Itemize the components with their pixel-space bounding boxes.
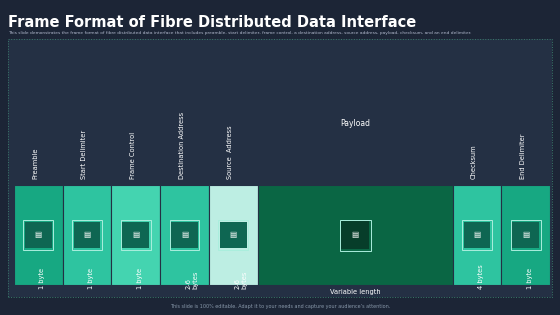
Text: This slide demonstrates the frame format of fibre distributed data interface tha: This slide demonstrates the frame format… <box>8 31 472 35</box>
Bar <box>339 220 371 250</box>
Bar <box>209 185 258 285</box>
Text: 1 byte: 1 byte <box>137 268 143 289</box>
Bar <box>258 185 452 285</box>
Bar <box>74 221 100 249</box>
Bar <box>8 39 552 297</box>
Bar <box>123 221 149 249</box>
Bar <box>452 185 501 285</box>
Bar <box>121 220 151 250</box>
Text: Preamble: Preamble <box>32 147 39 179</box>
Bar <box>24 220 53 250</box>
Text: Frame Format of Fibre Distributed Data Interface: Frame Format of Fibre Distributed Data I… <box>8 15 416 30</box>
Text: 1 byte: 1 byte <box>39 268 45 289</box>
Text: Checksum: Checksum <box>471 144 477 179</box>
Bar <box>170 220 199 250</box>
Bar <box>171 221 198 249</box>
Bar <box>218 220 248 250</box>
Text: 2-6
bytes: 2-6 bytes <box>234 271 248 289</box>
Bar <box>72 220 102 250</box>
Text: This slide is 100% editable. Adapt it to your needs and capture your audience’s : This slide is 100% editable. Adapt it to… <box>170 304 390 309</box>
Text: Variable length: Variable length <box>330 289 380 295</box>
Bar <box>14 185 63 285</box>
Text: 4 bytes: 4 bytes <box>478 264 484 289</box>
Text: 1 byte: 1 byte <box>526 268 533 289</box>
Text: End Delimiter: End Delimiter <box>520 134 526 179</box>
Bar <box>511 220 540 250</box>
Text: Start Delimiter: Start Delimiter <box>81 130 87 179</box>
Bar <box>160 185 209 285</box>
Bar <box>462 220 492 250</box>
Text: ▤: ▤ <box>230 231 237 239</box>
Bar <box>341 221 369 249</box>
Bar <box>512 221 539 249</box>
Text: ▤: ▤ <box>35 231 42 239</box>
Bar <box>111 185 160 285</box>
Text: Destination Address: Destination Address <box>179 112 185 179</box>
Text: 2-6
bytes: 2-6 bytes <box>185 271 199 289</box>
Bar <box>220 221 246 249</box>
Text: ▤: ▤ <box>181 231 188 239</box>
Text: ▤: ▤ <box>473 231 480 239</box>
Bar <box>8 39 552 297</box>
Text: ▤: ▤ <box>132 231 139 239</box>
Bar <box>501 185 550 285</box>
Text: ▤: ▤ <box>83 231 91 239</box>
Text: Payload: Payload <box>340 118 370 128</box>
Bar <box>25 221 52 249</box>
Bar <box>464 221 491 249</box>
Text: Source  Address: Source Address <box>227 125 234 179</box>
Text: Frame Control: Frame Control <box>130 132 136 179</box>
Text: 1 byte: 1 byte <box>88 268 94 289</box>
Text: ▤: ▤ <box>352 231 359 239</box>
Text: ▤: ▤ <box>522 231 529 239</box>
Bar <box>63 185 111 285</box>
